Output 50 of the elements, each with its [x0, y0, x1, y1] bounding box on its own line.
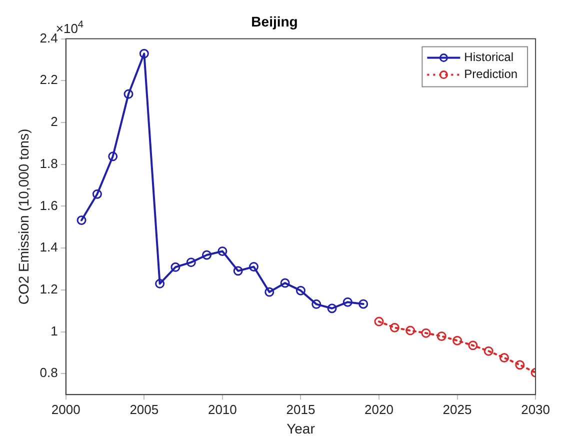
y-tick-label: 2 — [50, 114, 58, 130]
point — [139, 48, 149, 58]
legend-label: Prediction — [464, 67, 518, 82]
point — [280, 278, 290, 288]
chart-title: Beijing — [251, 13, 298, 30]
y-tick-label: 1.2 — [40, 282, 58, 297]
point — [170, 262, 180, 272]
point — [452, 336, 462, 346]
point — [515, 360, 525, 370]
y-axis-title: CO2 Emission (10,000 tons) — [15, 128, 32, 305]
point — [499, 353, 509, 363]
point — [342, 297, 352, 307]
point — [264, 287, 274, 297]
y-tick-label: 2.4 — [40, 30, 58, 46]
y-tick-label: 0.8 — [40, 365, 58, 380]
point — [421, 328, 431, 338]
point — [327, 304, 337, 314]
point — [468, 340, 478, 350]
x-tick-label: 2025 — [442, 402, 472, 417]
point — [76, 216, 86, 226]
legend-label: Historical — [464, 50, 514, 64]
x-tick-label: 2015 — [286, 402, 316, 417]
point — [218, 246, 228, 256]
point — [186, 258, 196, 268]
point — [296, 286, 306, 296]
point — [358, 299, 368, 309]
y-tick-label: 1.8 — [40, 156, 58, 171]
point — [92, 189, 102, 199]
x-tick-label: 2020 — [364, 402, 394, 417]
point — [436, 331, 446, 341]
x-tick-label: 2030 — [521, 402, 550, 417]
y-tick-label: 1.4 — [40, 240, 58, 255]
point — [124, 89, 134, 99]
point — [155, 278, 165, 288]
y-tick-label: 2.2 — [40, 72, 58, 88]
point — [312, 299, 322, 309]
point — [248, 262, 258, 272]
x-axis-title: Year — [286, 420, 316, 436]
point — [406, 326, 416, 336]
point — [202, 250, 212, 260]
point — [233, 266, 243, 276]
x-tick-label: 2010 — [208, 402, 237, 417]
x-tick-label: 2000 — [51, 402, 80, 417]
point — [484, 346, 494, 356]
point — [108, 152, 118, 162]
y-tick-label: 1 — [50, 323, 58, 338]
x-tick-label: 2005 — [130, 402, 159, 417]
y-tick-label: 1.6 — [40, 198, 58, 213]
point — [374, 316, 384, 326]
point — [390, 322, 400, 332]
